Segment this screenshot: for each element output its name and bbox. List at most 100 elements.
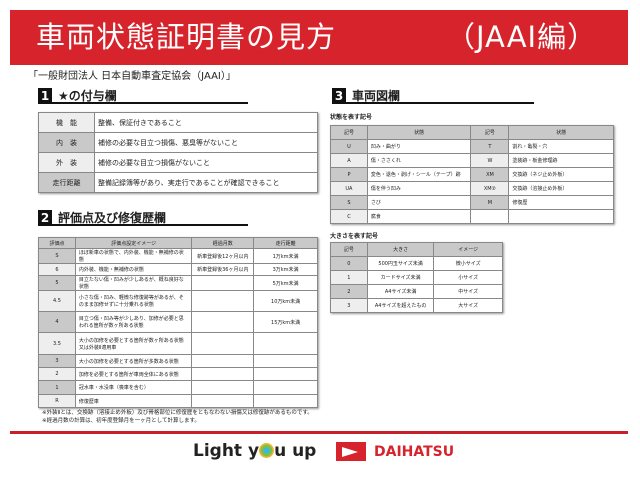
table-cell (253, 332, 318, 355)
table-cell: 交換跡（ネジ止め外板） (508, 167, 614, 182)
table-cell: 3 (330, 298, 368, 313)
score-table: 評価点 評価点設定イメージ 経過月数 走行距離 S ほぼ新車の状態で、内外装、機能・無補修… (38, 237, 318, 408)
table-cell: S (330, 195, 368, 210)
table-row: 走行距離 整備記録簿等があり、実走行であることが確認できること (38, 172, 318, 193)
column-header: 評価点設定イメージ (74, 237, 193, 249)
table-cell: 内 装 (38, 132, 95, 153)
table-cell: 6 (38, 263, 76, 276)
table-cell: 補修の必要な目立つ損傷、悪臭等がないこと (94, 132, 318, 153)
condition-symbols-heading: 状態を表す記号 (330, 114, 373, 121)
table-cell: 4.5 (38, 290, 76, 312)
table-cell: 1 (330, 270, 368, 285)
table-cell (191, 311, 255, 333)
table-cell (191, 367, 255, 381)
table-cell: 15万km未満 (253, 311, 318, 333)
table-cell: 1万km未満 (253, 248, 318, 264)
table-row: 内 装補修の必要な目立つ損傷、悪臭等がないこと (38, 132, 318, 153)
table-cell (508, 209, 614, 224)
section-number: 1 (38, 88, 52, 103)
note: ※外装Ⅱとは、交換跡（溶接止め外板）及び骨格部位に修復歴をともなわない損傷又は修… (42, 410, 313, 416)
size-symbol-table: 記号 大きさ イメージ 0 500円玉サイズ未満 微小サイズ 1 カードサイズ未満 小サイズ 2 A… (330, 242, 503, 313)
table-cell (253, 394, 318, 408)
table-cell: XM② (470, 181, 510, 196)
table-cell: 冠水車・水没車（喪車を含む） (74, 380, 193, 395)
column-header: 経過月数 (191, 237, 255, 249)
table-cell: C (330, 209, 368, 224)
header-row: 評価点 評価点設定イメージ 経過月数 走行距離 (38, 237, 318, 249)
circle-logo-icon (259, 443, 275, 458)
brand-name: DAIHATSU (374, 444, 455, 460)
table-cell: A (330, 153, 368, 168)
section-title: 評価点及び修復歴欄 (58, 211, 167, 225)
table-cell (253, 380, 318, 395)
table-cell: A4サイズ未満 (366, 284, 435, 299)
column-header: イメージ (433, 242, 503, 257)
table-cell: 500円玉サイズ未満 (366, 256, 435, 271)
table-cell: P (330, 167, 368, 182)
table-row: UA 傷を伴う凹み XM② 交換跡（溶接止め外板） (330, 181, 614, 196)
column-header: 評価点 (38, 237, 76, 249)
star-table: 機 能整備、保証付きであること内 装補修の必要な目立つ損傷、悪臭等がないこと外 … (38, 112, 318, 193)
table-cell: 大小の加修を必要とする箇所が数ヶ所ある状態又は外装Ⅱ適用車 (74, 332, 193, 355)
table-cell: 5 (38, 275, 76, 291)
column-header: 状態 (508, 125, 614, 140)
table-cell: 2 (330, 284, 368, 299)
table-cell: 補修の必要な目立つ損傷がないこと (94, 152, 318, 173)
table-cell (191, 380, 255, 395)
table-row: S さび M 修復歴 (330, 195, 614, 210)
table-cell: 4 (38, 311, 76, 333)
page-title: 車両状態証明書の見方 (36, 20, 337, 54)
title-banner: 車両状態証明書の見方 （JAAI編） (10, 10, 628, 65)
table-cell: M (470, 195, 510, 210)
table-row: 5 目立たない傷・凹みが少しあるが、概ね良好な状態 5万km未満 (38, 275, 318, 291)
slogan-text: Light y (193, 441, 260, 461)
section-title: ★の付与欄 (58, 89, 117, 103)
table-cell: 傷・ささくれ (366, 153, 472, 168)
table-cell: 3.5 (38, 332, 76, 355)
table-cell: 小サイズ (433, 270, 503, 285)
daihatsu-logo-icon (336, 442, 366, 461)
table-cell: UA (330, 181, 368, 196)
table-cell: 機 能 (38, 112, 95, 133)
table-cell: A4サイズを超えたもの (366, 298, 435, 313)
column-header: 記号 (470, 125, 510, 140)
table-cell: R (38, 394, 76, 408)
header-row: 記号 状態 記号 状態 (330, 125, 614, 140)
table-cell: 傷を伴う凹み (366, 181, 472, 196)
table-row: U 凹み・曲がり T 割れ・亀裂・穴 (330, 139, 614, 154)
table-cell: 凹み・曲がり (366, 139, 472, 154)
section-number: 3 (332, 88, 346, 103)
table-row: 2 A4サイズ未満 中サイズ (330, 284, 503, 299)
size-symbols-heading: 大きさを表す記号 (330, 233, 379, 240)
table-cell: 中サイズ (433, 284, 503, 299)
table-cell (191, 394, 255, 408)
table-cell: 1 (38, 380, 76, 395)
table-cell (253, 354, 318, 368)
table-cell: 2 (38, 367, 76, 381)
table-row: C 腐食 (330, 209, 614, 224)
table-row: 1 カードサイズ未満 小サイズ (330, 270, 503, 285)
table-cell: カードサイズ未満 (366, 270, 435, 285)
table-cell: W (470, 153, 510, 168)
table-row: S ほぼ新車の状態で、内外装、機能・無補修の状態 新車登録後12ヶ月以内 1万km未満 (38, 248, 318, 264)
table-cell: 新車登録後36ヶ月以内 (191, 263, 255, 276)
table-row: 4.5 小さな傷・凹み、軽微な修復跡等があるが、そのまま加修せずに十分乗れる状態 1… (38, 290, 318, 312)
table-row: 外 装補修の必要な目立つ損傷がないこと (38, 152, 318, 173)
table-cell: 交換跡（溶接止め外板） (508, 181, 614, 196)
table-cell: S (38, 248, 76, 264)
table-row: 1 冠水車・水没車（喪車を含む） (38, 380, 318, 395)
section-2-heading: 2 評価点及び修復歴欄 (38, 210, 248, 226)
table-cell: さび (366, 195, 472, 210)
table-cell: 大小の加修を必要とする箇所が多数ある状態 (74, 354, 193, 368)
table-row: R 修復歴車 (38, 394, 318, 408)
column-header: 状態 (366, 125, 472, 140)
table-cell: 0 (330, 256, 368, 271)
table-cell: 大サイズ (433, 298, 503, 313)
page-subtitle: （JAAI編） (446, 20, 598, 54)
table-cell: 塗装跡・板金修理跡 (508, 153, 614, 168)
slogan-text: u up (274, 441, 317, 461)
column-header: 記号 (330, 242, 368, 257)
note: ※経過月数の計算は、初年度登録月を一ヶ月として計算します。 (42, 418, 200, 424)
table-cell: 整備、保証付きであること (94, 112, 318, 133)
table-row: P 変色・退色・剥げ・シール（テープ）跡 XM 交換跡（ネジ止め外板） (330, 167, 614, 182)
